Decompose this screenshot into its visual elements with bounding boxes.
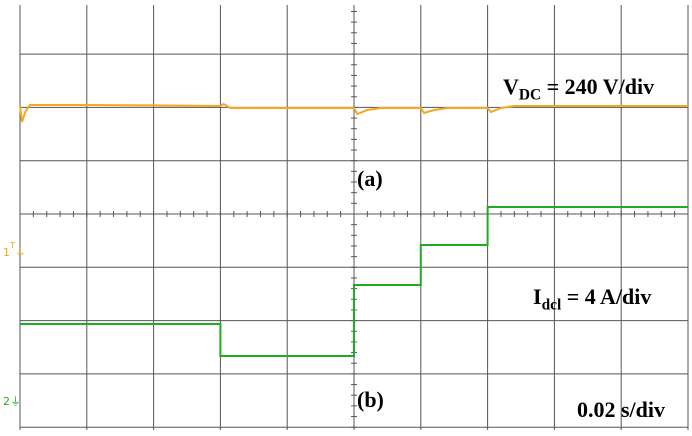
panel-label-a: (a) [357, 166, 383, 191]
time-scale-label: 0.02 s/div [577, 397, 666, 422]
grid [19, 5, 689, 430]
traces [19, 102, 688, 357]
idcl-scale-label: Idcl = 4 A/div [533, 284, 652, 314]
channel-1-marker: 1T⏚ [3, 241, 26, 259]
idcl-trace [20, 206, 688, 357]
channel-2-marker: 2⏚ [3, 395, 21, 408]
panel-label-b: (b) [357, 387, 384, 412]
vdc-trace [19, 102, 688, 123]
vdc-scale-label: VDC = 240 V/div [503, 74, 655, 104]
